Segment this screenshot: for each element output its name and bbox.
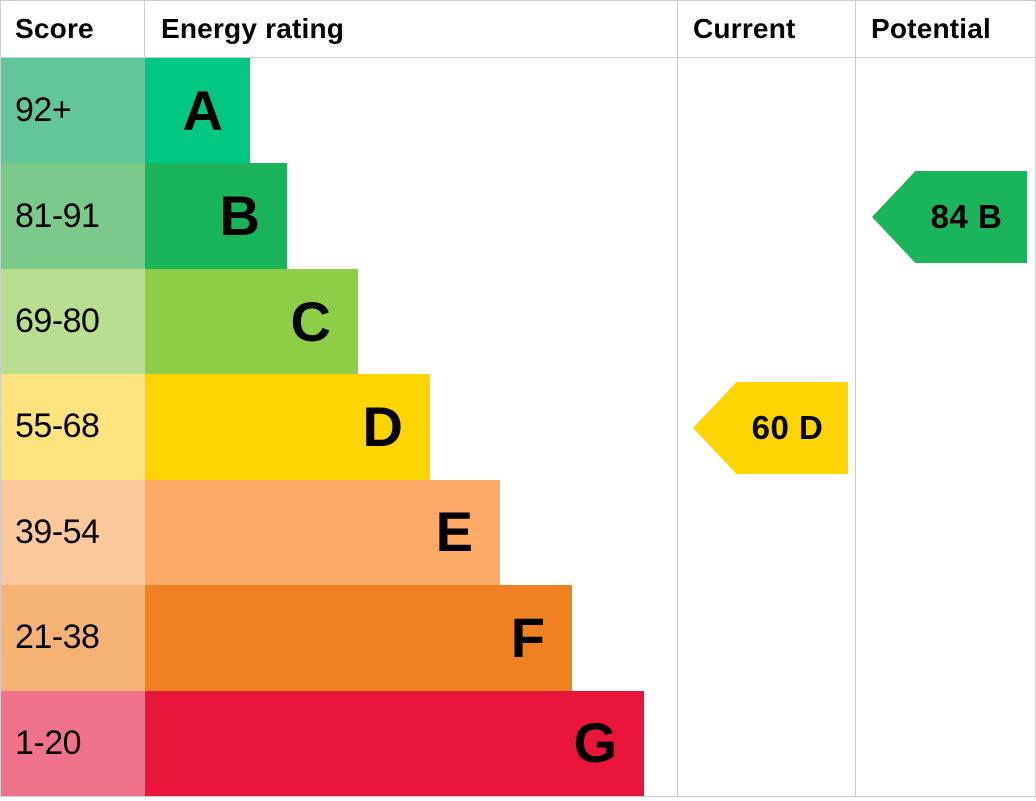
- band-score-range: 39-54: [1, 479, 145, 586]
- column-divider-current-potential: [855, 1, 856, 796]
- band-score-range: 69-80: [1, 268, 145, 375]
- header-current: Current: [693, 13, 796, 44]
- band-letter: B: [219, 184, 260, 248]
- band-bar: D: [145, 374, 430, 480]
- band-score-range: 92+: [1, 58, 145, 164]
- current-rating-label: 60 D: [751, 409, 824, 446]
- band-letter: G: [573, 711, 617, 775]
- column-divider-rating-current: [677, 1, 678, 796]
- band-bar: G: [145, 690, 644, 796]
- header-energy-rating: Energy rating: [161, 13, 345, 44]
- band-score-range: 21-38: [1, 585, 145, 691]
- band-row-c: 69-80 C: [1, 268, 1035, 375]
- band-row-g: 1-20 G: [1, 690, 1035, 796]
- band-row-a: 92+ A: [1, 58, 1035, 164]
- header-potential: Potential: [871, 13, 992, 44]
- band-row-d: 55-68 D: [1, 374, 1035, 480]
- chart-header: Score Energy rating Current Potential: [1, 1, 1035, 58]
- band-row-b: 81-91 B: [1, 163, 1035, 269]
- band-bar: F: [145, 585, 572, 691]
- band-row-f: 21-38 F: [1, 585, 1035, 691]
- band-score-range: 81-91: [1, 163, 145, 269]
- band-letter: E: [435, 500, 473, 564]
- band-letter: D: [362, 394, 403, 458]
- band-bar: A: [145, 58, 250, 164]
- header-score: Score: [1, 1, 145, 57]
- band-bar: B: [145, 163, 287, 269]
- rating-rows: 92+ A 81-91 B 69-80 C 55-68 D 39-54 E 21-38 F 1-20 G: [1, 58, 1035, 796]
- band-letter: A: [182, 78, 223, 142]
- band-letter: F: [510, 605, 545, 669]
- band-score-range: 1-20: [1, 690, 145, 796]
- band-row-e: 39-54 E: [1, 479, 1035, 586]
- potential-rating-label: 84 B: [930, 198, 1003, 235]
- band-score-range: 55-68: [1, 374, 145, 480]
- band-bar: C: [145, 268, 358, 375]
- band-letter: C: [290, 289, 331, 353]
- band-bar: E: [145, 479, 500, 586]
